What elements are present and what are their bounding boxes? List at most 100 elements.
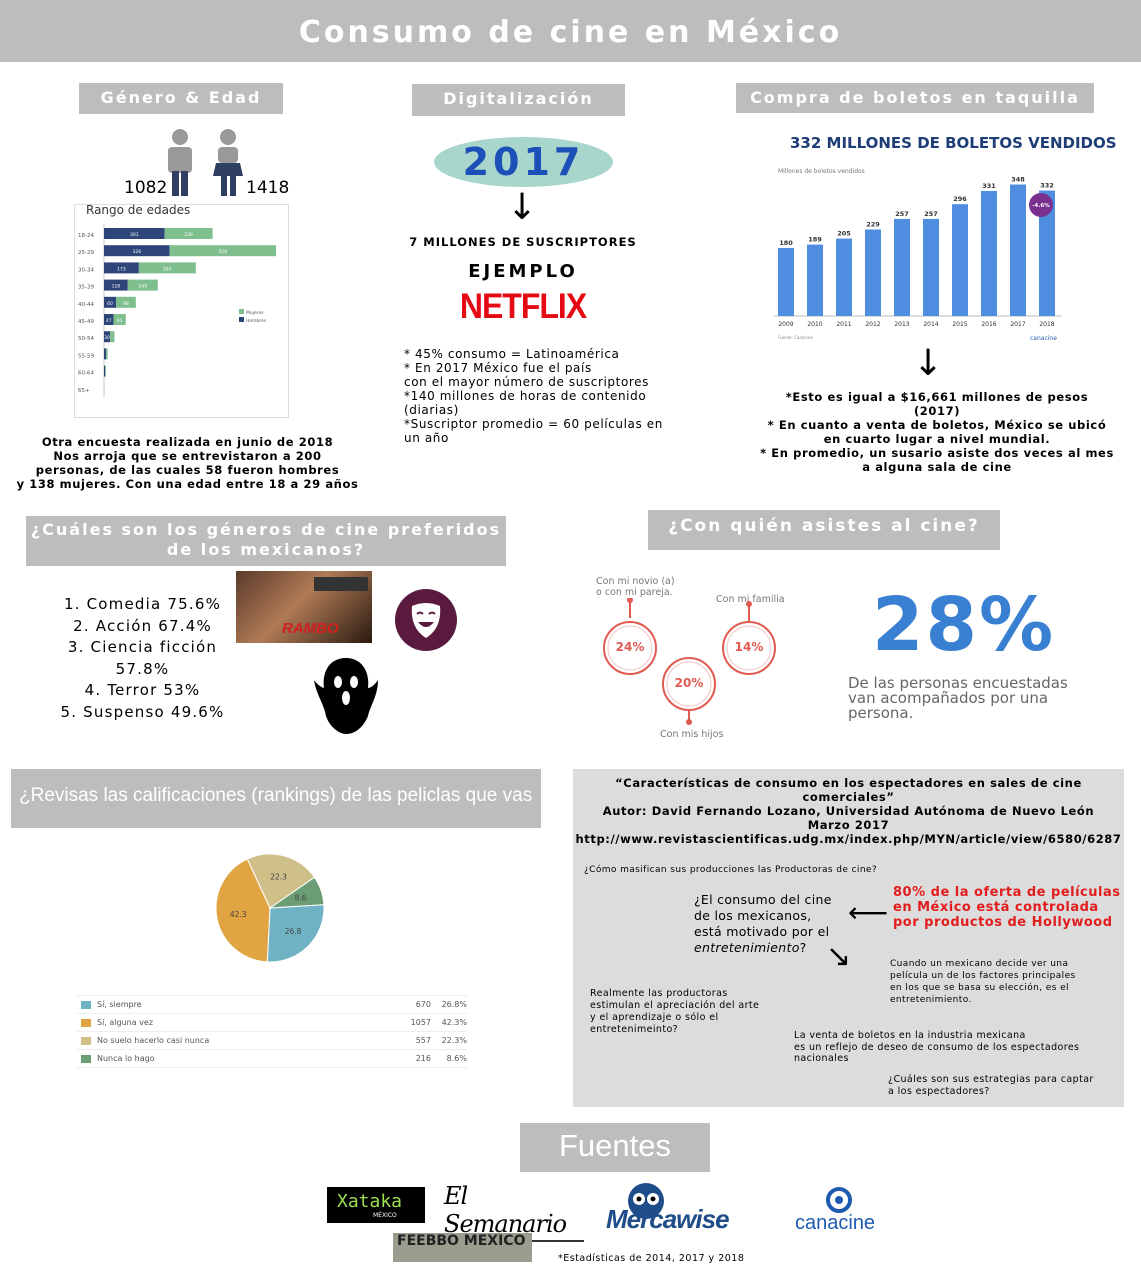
tickets-year-label: 2017 — [1010, 321, 1025, 328]
study-question-1: ¿Cómo masifican sus producciones las Pro… — [584, 865, 878, 875]
age-bar-label: 118 — [112, 284, 121, 290]
age-bar-mujeres — [113, 314, 126, 325]
legend-swatch — [81, 1054, 91, 1063]
company-section-header: ¿Con quién asistes al cine? — [648, 510, 1000, 550]
label-partner: Con mi novio (a) o con mi pareja. — [596, 576, 675, 598]
canacine-logo: canacine — [795, 1212, 876, 1234]
down-arrow-icon: ↓ — [507, 187, 538, 228]
center-question-text: ¿El consumo del cine de los mexicanos, e… — [694, 892, 832, 939]
age-tick-label: 55-59 — [78, 353, 94, 359]
row-pct: 22.3% — [441, 1036, 467, 1045]
age-bar-mujeres — [127, 279, 158, 291]
age-bar-hombres — [104, 314, 114, 325]
age-bar-label: 98 — [123, 301, 129, 307]
row-label: Sí, siempre — [97, 1000, 142, 1009]
age-bar-mujeres — [110, 331, 115, 343]
age-bar-mujeres — [106, 348, 108, 360]
left-arrow-icon: ⟵ — [848, 896, 889, 929]
table-row: Sí, alguna vez 1057 42.3% — [77, 1013, 467, 1031]
row-pct: 26.8% — [441, 1000, 467, 1009]
tickets-chart-title: 332 MILLONES DE BOLETOS VENDIDOS — [790, 134, 1117, 152]
example-label: EJEMPLO — [468, 261, 578, 282]
age-bar-label: 238 — [184, 232, 193, 238]
legend-swatch — [239, 309, 244, 314]
tickets-bar — [1010, 184, 1026, 316]
legend-label: Mujeres — [246, 310, 264, 316]
tickets-value-label: 189 — [808, 236, 822, 244]
tickets-value-label: 205 — [837, 230, 851, 238]
hollywood-fact: 80% de la oferta de películas en México … — [893, 885, 1121, 930]
genre-item: 4. Terror 53% — [84, 681, 201, 699]
male-icon — [168, 129, 192, 196]
boxoffice-facts: *Esto es igual a $16,661 millones de pes… — [760, 390, 1114, 474]
tickets-value-label: 257 — [924, 210, 938, 218]
feebbo-logo: FEEBBO MEXICO — [393, 1233, 532, 1262]
label-kids: Con mis hijos — [660, 729, 724, 740]
tickets-bar — [807, 244, 823, 316]
age-bar-mujeres — [164, 228, 213, 239]
row-pct: 42.3% — [441, 1018, 467, 1027]
gender-section-header: Género & Edad — [79, 83, 283, 114]
age-bar-label: 283 — [163, 266, 172, 272]
genres-list: 1. Comedia 75.6% 2. Acción 67.4% 3. Cien… — [40, 594, 245, 723]
taquilla-text: La venta de boletos en la industria mexi… — [794, 1030, 1080, 1064]
down-right-arrow-icon: ↘ — [826, 939, 852, 974]
tickets-bar — [952, 204, 968, 316]
tickets-value-label: 180 — [779, 239, 793, 247]
age-bar-hombres — [104, 228, 165, 239]
age-bar-label: 528 — [219, 249, 228, 255]
table-row: Sí, siempre 670 26.8% — [77, 995, 467, 1013]
male-count: 1082 — [124, 178, 168, 198]
age-bar-label: 60 — [107, 301, 113, 307]
productoras-text: Realmente las productoras estimulan el a… — [590, 988, 760, 1035]
canacine-logo-icon — [826, 1187, 852, 1213]
tickets-year-label: 2016 — [981, 321, 996, 328]
row-count: 557 — [415, 1036, 431, 1045]
age-bar-hombres — [104, 348, 107, 360]
subscribers-text: 7 MILLONES DE SUSCRIPTORES — [409, 235, 637, 249]
tickets-year-label: 2011 — [836, 321, 851, 328]
genre-item: 3. Ciencia ficción 57.8% — [67, 638, 218, 678]
genre-item: 1. Comedia 75.6% — [63, 595, 222, 613]
tickets-bar — [923, 218, 939, 316]
netflix-logo: NETFLIX — [459, 286, 587, 326]
female-count: 1418 — [246, 178, 290, 198]
age-tick-label: 45-49 — [78, 319, 94, 325]
row-label: Sí, alguna vez — [97, 1018, 154, 1027]
strategies-text: ¿Cuáles son sus estrategias para captar … — [888, 1074, 1094, 1097]
age-tick-label: 18-24 — [78, 233, 94, 239]
row-pct: 8.6% — [446, 1054, 467, 1063]
pct-partner: 24% — [615, 640, 645, 654]
tickets-year-label: 2009 — [778, 321, 793, 328]
age-bar-mujeres — [116, 296, 136, 308]
netflix-facts: * 45% consumo = Latinoamérica * En 2017 … — [404, 347, 663, 445]
rankings-table: Sí, siempre 670 26.8% Sí, alguna vez 105… — [77, 995, 467, 1068]
age-tick-label: 60-64 — [78, 371, 94, 377]
age-tick-label: 50-54 — [78, 336, 94, 342]
age-bar-hombres — [104, 245, 170, 257]
study-center-question: ¿El consumo del cine de los mexicanos, e… — [694, 892, 854, 956]
table-row: No suelo hacerlo casi nunca 557 22.3% — [77, 1031, 467, 1049]
pct-family: 14% — [734, 640, 764, 654]
legend-swatch — [239, 317, 244, 322]
pie-slice — [215, 858, 271, 963]
digital-section-header: Digitalización — [412, 84, 625, 116]
study-panel — [573, 769, 1124, 1107]
comedy-mask-icon — [395, 589, 457, 651]
row-label: No suelo hacerlo casi nunca — [97, 1036, 210, 1045]
pie-slice — [246, 853, 316, 909]
tickets-bar — [836, 238, 852, 316]
rifle-shape — [314, 577, 368, 591]
center-question-italic: entretenimiento — [694, 940, 800, 955]
label-family: Con mi familia — [716, 594, 785, 605]
tickets-chart: 180 2009 189 2010 205 2011 229 2012 257 2013 257 20… — [774, 176, 1062, 328]
age-bar-label: 301 — [130, 232, 139, 238]
rankings-section-header: ¿Revisas las calificaciones (rankings) d… — [11, 769, 541, 860]
pie-slice-label: 26.8 — [285, 927, 302, 936]
row-count: 216 — [415, 1054, 431, 1063]
pie-slice-label: 8.6 — [295, 893, 307, 902]
pie-slice — [266, 904, 325, 963]
age-bar-hombres — [104, 365, 106, 377]
rankings-pie-chart: 26.8 42.3 22.3 8.6 — [215, 853, 325, 963]
male-female-icon — [168, 129, 243, 196]
